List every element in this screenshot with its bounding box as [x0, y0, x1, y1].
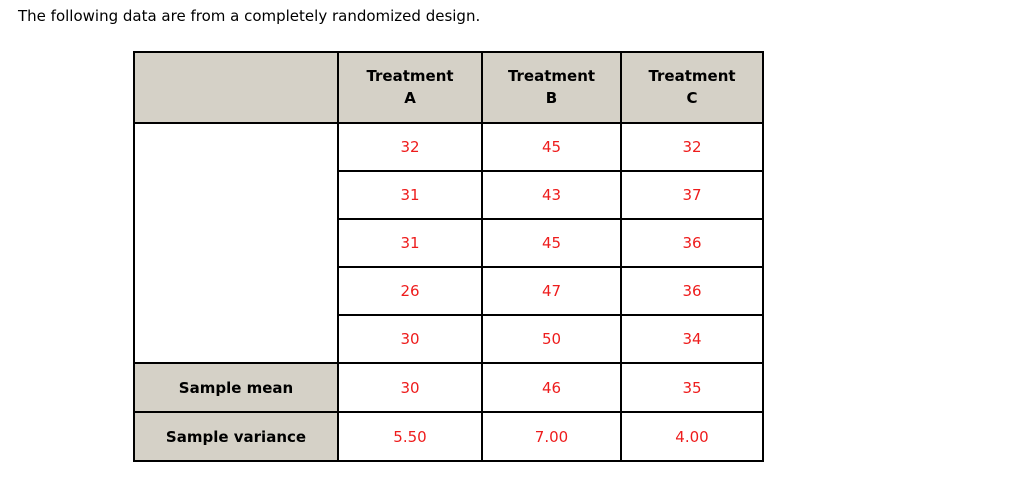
data-cell: 26	[337, 266, 483, 316]
col-header-line: Treatment	[507, 66, 596, 85]
data-cell: 4.00	[620, 411, 764, 462]
observation-row: 31 45 36	[134, 218, 764, 268]
observation-row: 30 50 34	[134, 314, 764, 364]
data-cell: 30	[337, 362, 483, 413]
data-cell: 31	[337, 218, 483, 268]
sample-mean-row: Sample mean 30 46 35	[133, 362, 764, 413]
data-cell: 37	[620, 170, 764, 220]
col-header-treatment-c: Treatment C	[620, 51, 764, 124]
data-cell: 36	[620, 266, 764, 316]
empty-label-cell	[133, 122, 339, 364]
data-cell: 7.00	[481, 411, 622, 462]
observation-row: 26 47 36	[134, 266, 764, 316]
data-cell: 5.50	[337, 411, 483, 462]
data-cell: 30	[337, 314, 483, 364]
data-cell: 32	[337, 122, 483, 172]
observation-row: 31 43 37	[134, 170, 764, 220]
col-header-line: C	[686, 88, 698, 107]
data-cell: 50	[481, 314, 622, 364]
col-header-line: B	[545, 88, 558, 107]
randomized-design-table: Treatment A Treatment B Treatment C 32 4…	[133, 51, 764, 462]
data-cell: 35	[620, 362, 764, 413]
col-header-line: A	[404, 88, 416, 107]
col-header-treatment-b: Treatment B	[481, 51, 622, 124]
data-cell: 45	[481, 122, 622, 172]
data-cell: 47	[481, 266, 622, 316]
data-cell: 46	[481, 362, 622, 413]
observation-row: 32 45 32	[133, 122, 764, 364]
data-cell: 43	[481, 170, 622, 220]
data-cell: 36	[620, 218, 764, 268]
sample-variance-row: Sample variance 5.50 7.00 4.00	[133, 411, 764, 462]
data-cell: 34	[620, 314, 764, 364]
data-cell: 31	[337, 170, 483, 220]
data-cell: 45	[481, 218, 622, 268]
col-header-line: Treatment	[648, 66, 736, 85]
data-cell: 32	[620, 122, 764, 172]
col-header-line: Treatment	[366, 66, 454, 85]
header-row: Treatment A Treatment B Treatment C	[133, 51, 764, 124]
col-header-treatment-a: Treatment A	[337, 51, 483, 124]
sample-mean-label: Sample mean	[133, 362, 339, 413]
intro-text: The following data are from a completely…	[18, 7, 481, 25]
sample-variance-label: Sample variance	[133, 411, 339, 462]
corner-cell	[133, 51, 339, 124]
